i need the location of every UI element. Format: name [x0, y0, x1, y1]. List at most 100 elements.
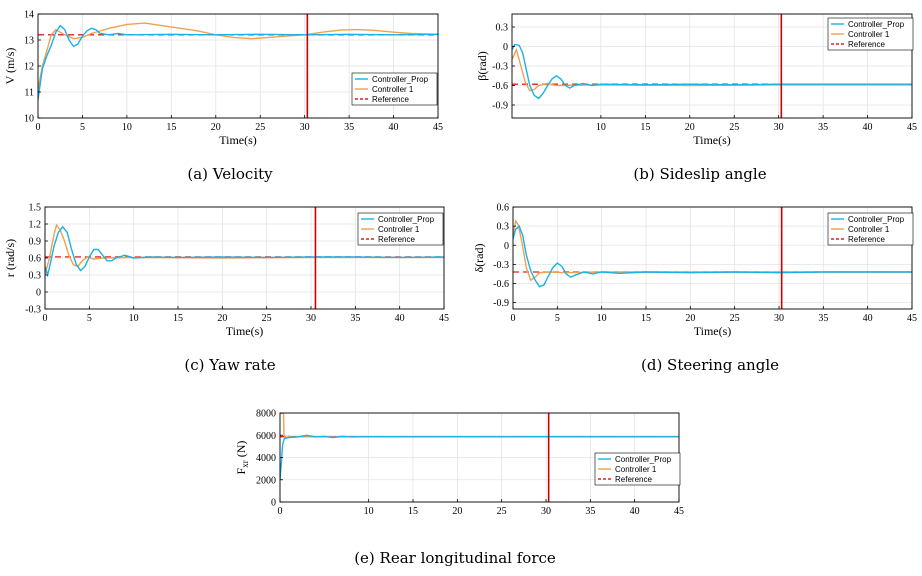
legend-entry-label: Controller 1	[848, 30, 890, 39]
x-tick-label: 40	[863, 122, 873, 133]
x-axis-label: Time(s)	[694, 324, 732, 338]
chart-steering-angle: 0 5 10 15 20 25 30 35 40 45 -0.9 -0.6 -0.3 0 0.3 0.6 Tim…	[461, 195, 922, 385]
x-tick-label: 30	[300, 122, 310, 133]
y-axis-label: Fxr (N)	[234, 441, 250, 475]
y-tick-label: 0.3	[29, 271, 42, 282]
legend-entry-label: Reference	[848, 235, 885, 244]
x-tick-label: 35	[818, 313, 828, 324]
chart-svg-a: 0 5 10 15 20 25 30 35 40 45 10 11 12 13 14 Time(s) V (m/…	[3, 10, 443, 148]
y-tick-label: 0.6	[29, 254, 42, 265]
x-tick-label: 25	[262, 313, 272, 324]
y-tick-label: 0.3	[496, 23, 509, 34]
x-tick-label: 35	[350, 313, 360, 324]
y-tick-label: 2000	[256, 475, 276, 486]
y-tick-label: 13	[24, 36, 34, 47]
series-line-controller-prop	[512, 43, 912, 100]
chart-yaw-rate: 0 5 10 15 20 25 30 35 40 45 -0.3 0 0.3 0.6 0.9 1.2 1.5 Ti…	[0, 195, 461, 385]
legend-entry-label: Controller 1	[372, 85, 414, 94]
y-axis-label-main: β(rad)	[475, 51, 489, 80]
x-tick-label: 15	[166, 122, 176, 133]
legend-entry-label: Controller 1	[615, 465, 657, 474]
caption-rear-longitudinal-force: (e) Rear longitudinal force	[354, 549, 556, 567]
y-axis-label: V (m/s)	[3, 48, 17, 85]
x-tick-label: 0	[36, 122, 41, 133]
x-tick-label: 0	[511, 313, 516, 324]
x-tick-label: 20	[452, 506, 462, 517]
x-tick-label: 15	[173, 313, 183, 324]
legend-entry-label: Controller_Prop	[372, 75, 429, 84]
y-tick-label: 0	[271, 498, 276, 509]
y-axis-label: r (rad/s)	[3, 239, 17, 277]
y-axis-label-main: r (rad/s)	[3, 239, 17, 277]
x-tick-label: 45	[907, 313, 917, 324]
legend-entry-label: Controller 1	[378, 225, 420, 234]
x-tick-label: 45	[433, 122, 443, 133]
caption-steering-angle: (d) Steering angle	[640, 356, 779, 374]
y-tick-label: 0	[36, 288, 41, 299]
y-tick-label: 12	[24, 62, 34, 73]
y-tick-label: 0.9	[29, 237, 42, 248]
series-line-controller-1	[38, 22, 438, 90]
y-tick-label: 10	[24, 114, 34, 125]
x-tick-label: 5	[87, 313, 92, 324]
legend-entry-label: Controller_Prop	[848, 215, 905, 224]
x-tick-label: 25	[497, 506, 507, 517]
series-line-controller-prop	[45, 225, 444, 278]
chart-svg-b: 10 15 20 25 30 35 40 45 -0.9 -0.6 -0.3 0 0.3 Time(s) β…	[475, 13, 917, 147]
x-tick-label: 40	[395, 313, 405, 324]
x-tick-label: 30	[774, 122, 784, 133]
x-tick-label: 25	[255, 122, 265, 133]
x-tick-label: 20	[685, 122, 695, 133]
x-axis-label: Time(s)	[226, 324, 264, 338]
x-tick-label: 15	[408, 506, 418, 517]
y-axis-label: δ(rad)	[472, 244, 486, 273]
y-tick-label: 1.2	[29, 220, 42, 231]
x-tick-label: 45	[674, 506, 684, 517]
chart-sideslip-angle: 10 15 20 25 30 35 40 45 -0.9 -0.6 -0.3 0 0.3 Time(s) β…	[461, 0, 922, 195]
y-tick-label: -0.9	[493, 298, 509, 309]
y-tick-label: 8000	[256, 409, 276, 420]
x-tick-label: 35	[585, 506, 595, 517]
caption-sideslip-angle: (b) Sideslip angle	[633, 165, 767, 183]
x-axis-label: Time(s)	[219, 133, 257, 147]
series-line-controller-1	[512, 47, 912, 92]
y-tick-label: -0.6	[492, 81, 508, 92]
x-tick-label: 40	[863, 313, 873, 324]
x-tick-label: 30	[306, 313, 316, 324]
chart-velocity: 0 5 10 15 20 25 30 35 40 45 10 11 12 13 14 Time(s) V (m/…	[0, 0, 461, 195]
series-line-controller-prop	[38, 24, 438, 100]
y-tick-label: 14	[24, 10, 34, 21]
x-tick-label: 35	[344, 122, 354, 133]
x-tick-label: 45	[907, 122, 917, 133]
legend-entry-label: Reference	[848, 40, 885, 49]
legend-entry-label: Reference	[372, 95, 409, 104]
y-tick-label: 0	[503, 42, 508, 53]
y-tick-label: 1.5	[29, 203, 42, 214]
y-tick-label: 0	[504, 241, 509, 252]
y-tick-label: -0.3	[493, 260, 509, 271]
legend-entry-label: Controller_Prop	[378, 215, 435, 224]
chart-rear-longitudinal-force: 0 10 15 20 25 30 35 40 45 0 2000 4000 6000 8000 Fxr (N…	[225, 395, 695, 535]
x-tick-label: 35	[818, 122, 828, 133]
x-tick-label: 20	[685, 313, 695, 324]
x-tick-label: 10	[129, 313, 139, 324]
chart-svg-c: 0 5 10 15 20 25 30 35 40 45-0.300.30.60.91.21.5Ti…	[3, 203, 449, 339]
x-tick-label: 20	[217, 313, 227, 324]
x-tick-label: 5	[80, 122, 85, 133]
x-tick-label: 0	[43, 313, 48, 324]
x-tick-label: 25	[730, 313, 740, 324]
x-tick-label: 25	[729, 122, 739, 133]
x-tick-label: 40	[630, 506, 640, 517]
y-axis-label-main: δ(rad)	[472, 244, 486, 273]
y-axis-label-main: F	[234, 467, 248, 474]
axes-box	[512, 206, 913, 310]
y-axis-label: β(rad)	[475, 51, 489, 80]
y-axis-label-unit: (N)	[234, 441, 248, 461]
y-tick-label: 6000	[256, 431, 276, 442]
x-tick-label: 10	[122, 122, 132, 133]
